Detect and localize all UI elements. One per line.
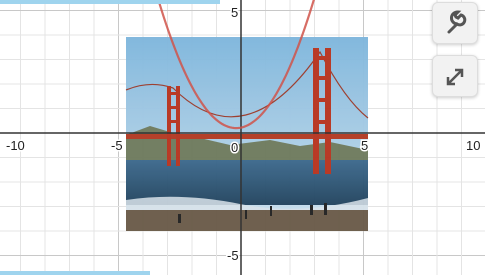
graph-area: -10 -5 0 5 10 5 -5 <box>0 0 485 275</box>
x-tick-label: -10 <box>6 138 25 153</box>
y-tick-label: 5 <box>231 5 238 20</box>
toolbar-edge <box>0 0 220 4</box>
graph: -10 -5 0 5 10 5 -5 <box>0 0 485 275</box>
y-tick-label: -5 <box>227 248 239 263</box>
photo <box>126 37 368 231</box>
wrench-icon <box>433 3 477 43</box>
deck <box>126 134 368 139</box>
fullscreen-button[interactable] <box>432 55 478 97</box>
page: -10 -5 0 5 10 5 -5 (() => { const data =… <box>0 0 485 275</box>
x-tick-label: 10 <box>466 138 480 153</box>
x-tick-label: -5 <box>111 138 123 153</box>
settings-button[interactable] <box>432 2 478 44</box>
x-tick-label: 0 <box>231 140 238 155</box>
expand-icon <box>433 56 477 96</box>
toolbar-edge <box>0 271 150 275</box>
x-tick-label: 5 <box>361 138 368 153</box>
